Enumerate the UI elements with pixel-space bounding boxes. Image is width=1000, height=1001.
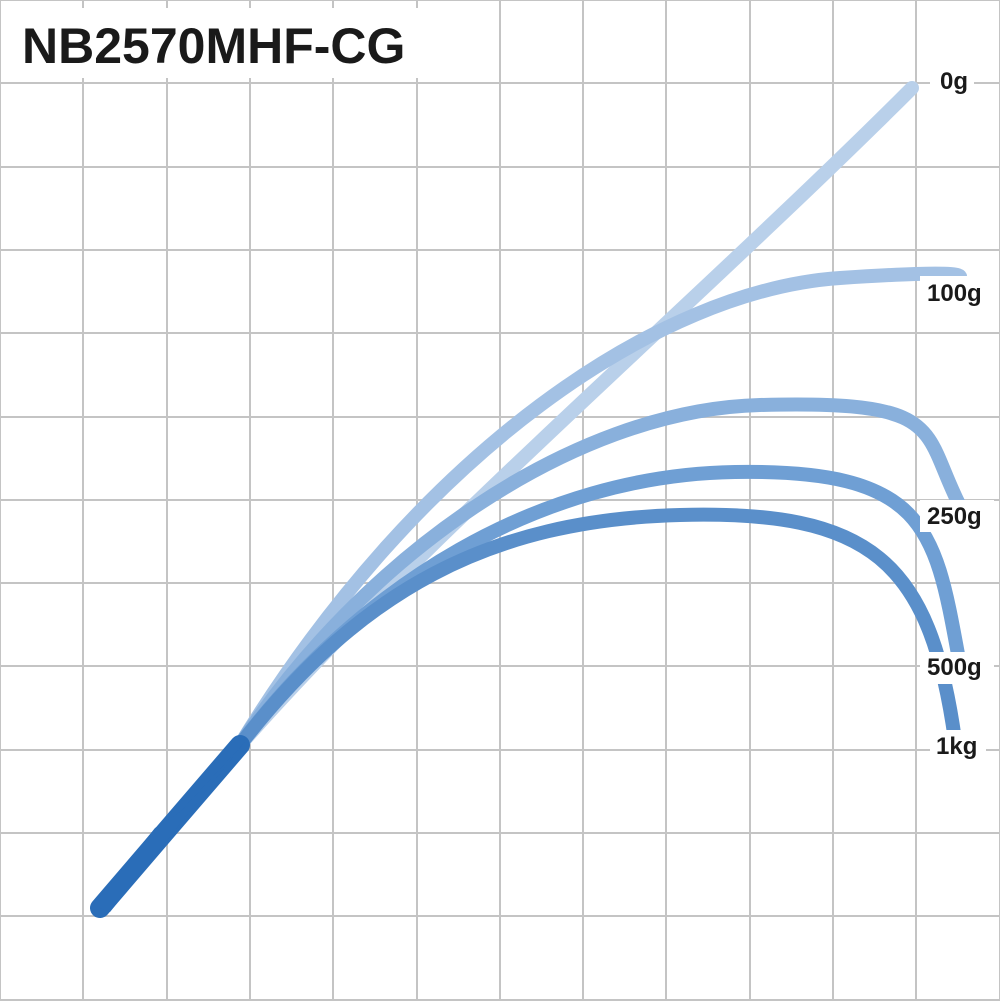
load-label-100g: 100g (927, 280, 982, 307)
diagram-title: NB2570MHF-CG (22, 18, 405, 74)
load-label-1kg: 1kg (936, 733, 977, 760)
bend-curve-250g (233, 397, 969, 752)
load-label-0g: 0g (940, 68, 968, 95)
title-backdrop (10, 8, 420, 78)
load-labels: 0g 100g 250g 500g 1kg (920, 64, 994, 762)
load-label-250g: 250g (927, 503, 982, 530)
load-label-500g: 500g (927, 654, 982, 681)
bend-curve-100g (233, 266, 968, 752)
rod-grip (93, 742, 245, 912)
bend-curve-1kg (233, 507, 962, 752)
